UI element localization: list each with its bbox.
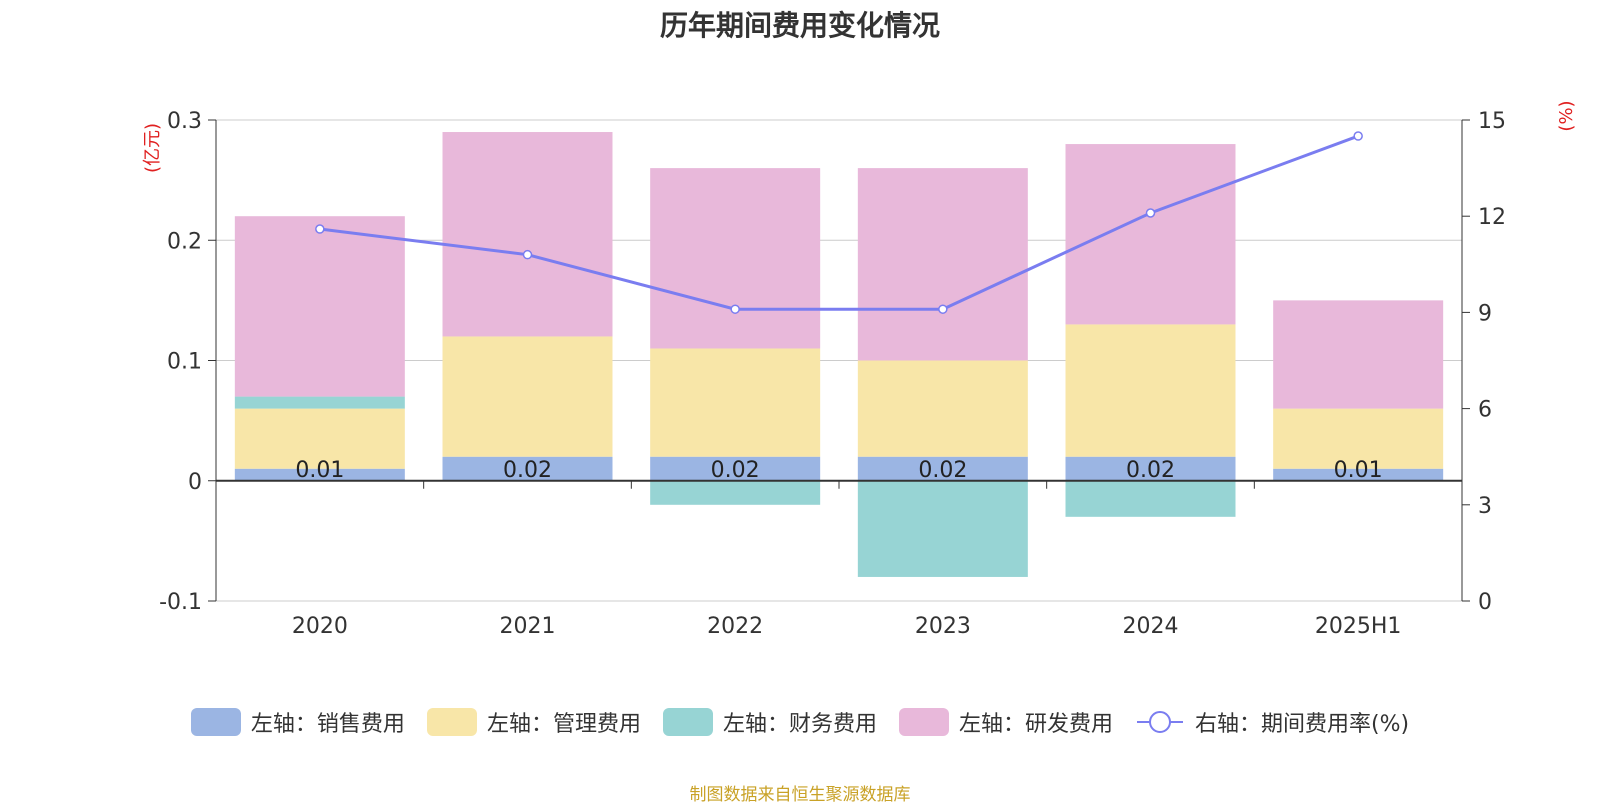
x-category-label: 2025H1 xyxy=(1315,614,1402,639)
data-label: 0.01 xyxy=(295,458,344,483)
y-left-tick-label: -0.1 xyxy=(159,590,202,615)
y-left-tick-label: 0.3 xyxy=(167,109,202,134)
rate-point xyxy=(938,304,948,314)
bar-segment xyxy=(857,456,1028,481)
legend: 左轴：销售费用 左轴：管理费用 左轴：财务费用 左轴：研发费用 右轴：期间费用率… xyxy=(0,706,1600,738)
bar-segment xyxy=(650,348,821,457)
bar-segment xyxy=(234,396,405,409)
legend-item-admin[interactable]: 左轴：管理费用 xyxy=(426,706,641,738)
rate-point xyxy=(730,304,740,314)
x-category-label: 2023 xyxy=(915,614,971,639)
y-right-tick-label: 12 xyxy=(1478,205,1506,230)
chart-title: 历年期间费用变化情况 xyxy=(659,9,940,42)
bar-segment xyxy=(1065,144,1236,325)
bar-segment xyxy=(1273,468,1444,481)
y-right-tick-label: 6 xyxy=(1478,398,1492,423)
x-category-label: 2020 xyxy=(292,614,348,639)
bar-segment xyxy=(234,216,405,397)
y-left-tick-label: 0 xyxy=(188,470,202,495)
y-right-tick-label: 3 xyxy=(1478,494,1492,519)
bar-segment xyxy=(650,168,821,349)
y-left-tick-label: 0.2 xyxy=(167,229,202,254)
bar-segment xyxy=(442,336,613,457)
rate-point xyxy=(1353,131,1363,141)
bar-segment xyxy=(857,480,1028,577)
legend-item-sales[interactable]: 左轴：销售费用 xyxy=(190,706,405,738)
bar-segment xyxy=(1273,408,1444,469)
legend-item-rate[interactable]: 右轴：期间费用率(%) xyxy=(1135,706,1409,738)
x-category-label: 2024 xyxy=(1123,614,1179,639)
data-label: 0.02 xyxy=(1126,458,1175,483)
bar-segment xyxy=(1273,300,1444,409)
legend-swatch-sales xyxy=(190,708,241,736)
source-note: 制图数据来自恒生聚源数据库 xyxy=(689,785,911,805)
legend-item-finance[interactable]: 左轴：财务费用 xyxy=(662,706,877,738)
legend-label-rate: 右轴：期间费用率(%) xyxy=(1194,712,1410,737)
legend-label-sales: 左轴：销售费用 xyxy=(250,712,405,737)
rate-point xyxy=(1145,208,1156,218)
rate-point xyxy=(522,249,533,260)
bar-segment xyxy=(650,456,821,481)
x-category-label: 2022 xyxy=(707,614,763,639)
bar-segment xyxy=(234,408,405,469)
y-right-tick-label: 9 xyxy=(1478,301,1492,326)
data-label: 0.02 xyxy=(918,458,967,483)
bar-segment xyxy=(234,468,405,481)
legend-swatch-admin xyxy=(426,708,477,736)
y-right-tick-label: 15 xyxy=(1478,109,1506,134)
bar-segment xyxy=(442,132,613,337)
legend-swatch-rnd xyxy=(898,708,949,736)
legend-label-finance: 左轴：财务费用 xyxy=(722,712,877,737)
legend-item-rnd[interactable]: 左轴：研发费用 xyxy=(898,706,1113,738)
bar-segment xyxy=(650,480,821,505)
y-right-axis-label: (%) xyxy=(1556,100,1577,131)
bar-segment xyxy=(857,360,1028,457)
data-label: 0.02 xyxy=(711,458,760,483)
y-left-tick-label: 0.1 xyxy=(167,350,202,375)
bar-segment xyxy=(1065,456,1236,481)
data-label: 0.01 xyxy=(1334,458,1383,483)
y-left-axis-label: (亿元) xyxy=(142,123,163,173)
legend-label-admin: 左轴：管理费用 xyxy=(486,712,641,737)
y-right-tick-label: 0 xyxy=(1478,590,1492,615)
legend-swatch-finance xyxy=(662,708,713,736)
bar-segment xyxy=(1065,480,1236,517)
data-label: 0.02 xyxy=(503,458,552,483)
x-category-label: 2021 xyxy=(500,614,556,639)
bar-segment xyxy=(1065,324,1236,457)
legend-line-marker-icon xyxy=(1136,711,1183,733)
rate-point xyxy=(315,224,325,234)
bar-segment xyxy=(857,168,1028,361)
rate-line xyxy=(319,134,1359,311)
bar-segment xyxy=(442,456,613,481)
legend-label-rnd: 左轴：研发费用 xyxy=(958,712,1113,737)
